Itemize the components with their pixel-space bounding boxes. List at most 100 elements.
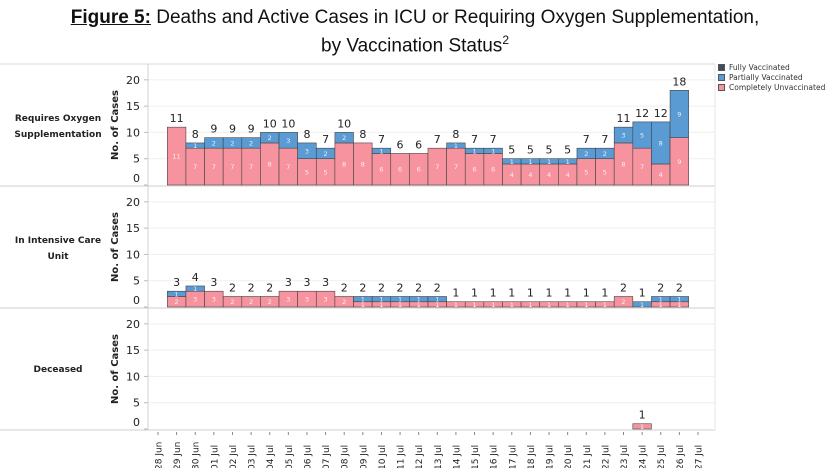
- total-label: 1: [490, 287, 497, 300]
- segment-label: 1: [398, 301, 402, 309]
- figure-number: Figure 5:: [70, 7, 151, 28]
- segment-label: 1: [417, 301, 421, 309]
- y-tick-label: 5: [133, 275, 140, 288]
- total-label: 7: [601, 133, 608, 146]
- segment-label: 3: [305, 147, 309, 155]
- segment-label: 2: [621, 298, 625, 306]
- segment-label: 4: [659, 171, 663, 179]
- total-label: 5: [546, 144, 553, 157]
- legend-label: Partially Vaccinated: [729, 72, 803, 82]
- segment-label: 1: [379, 147, 383, 155]
- bar-segment: [632, 423, 652, 430]
- y-tick-label: 15: [126, 344, 140, 357]
- segment-label: 5: [603, 168, 607, 176]
- segment-label: 1: [547, 301, 551, 309]
- total-label: 6: [397, 138, 404, 151]
- segment-label: 5: [324, 168, 328, 176]
- total-label: 1: [471, 287, 478, 300]
- segment-label: 1: [510, 158, 514, 166]
- segment-label: 1: [659, 296, 663, 304]
- panel-label: Requires Oxygen: [15, 114, 101, 124]
- legend-item-partially-vaccinated[interactable]: Partially Vaccinated: [718, 72, 825, 82]
- segment-label: 8: [659, 139, 663, 147]
- x-tick-label: 17 Jul: [508, 445, 518, 468]
- total-label: 10: [263, 117, 277, 130]
- bar-segment: [446, 142, 466, 149]
- segment-label: 1: [677, 301, 681, 309]
- y-tick-label: 0: [133, 416, 140, 429]
- segment-label: 7: [212, 163, 216, 171]
- segment-label: 2: [268, 298, 272, 306]
- total-label: 7: [490, 133, 497, 146]
- total-label: 1: [527, 287, 534, 300]
- bar-segment: [483, 147, 503, 154]
- legend: Fully Vaccinated Partially Vaccinated Co…: [718, 62, 825, 92]
- segment-label: 1: [491, 147, 495, 155]
- x-tick-label: 24 Jul: [639, 445, 649, 468]
- segment-label: 1: [175, 290, 179, 298]
- x-tick-label: 09 Jul: [359, 445, 369, 468]
- segment-label: 4: [547, 171, 551, 179]
- legend-item-completely-unvaccinated[interactable]: Completely Unvaccinated: [718, 82, 825, 92]
- x-tick-label: 12 Jul: [415, 445, 425, 468]
- segment-label: 4: [510, 171, 514, 179]
- segment-label: 1: [361, 296, 365, 304]
- segment-label: 1: [566, 301, 570, 309]
- total-label: 2: [359, 281, 366, 294]
- total-label: 3: [303, 276, 310, 289]
- segment-label: 2: [342, 298, 346, 306]
- segment-label: 1: [659, 301, 663, 309]
- total-label: 7: [434, 133, 441, 146]
- panel-label: Deceased: [34, 365, 83, 375]
- legend-swatch-completely-unvaccinated: [718, 83, 725, 91]
- segment-label: 11: [172, 153, 180, 161]
- x-tick-label: 20 Jul: [564, 445, 574, 468]
- x-tick-label: 04 Jul: [266, 445, 276, 468]
- legend-item-fully-vaccinated[interactable]: Fully Vaccinated: [718, 62, 825, 72]
- segment-label: 7: [640, 163, 644, 171]
- segment-label: 1: [193, 285, 197, 293]
- total-label: 3: [285, 276, 292, 289]
- total-label: 1: [639, 287, 646, 300]
- segment-label: 3: [305, 296, 309, 304]
- segment-label: 7: [454, 163, 458, 171]
- total-label: 9: [210, 123, 217, 136]
- segment-label: 1: [472, 147, 476, 155]
- segment-label: 2: [249, 139, 253, 147]
- segment-label: 1: [454, 142, 458, 150]
- legend-swatch-fully-vaccinated: [718, 63, 725, 71]
- segment-label: 2: [342, 134, 346, 142]
- segment-label: 8: [342, 160, 346, 168]
- segment-label: 7: [230, 163, 234, 171]
- segment-label: 2: [212, 139, 216, 147]
- x-tick-label: 22 Jul: [601, 445, 611, 468]
- segment-label: 7: [286, 163, 290, 171]
- total-label: 2: [676, 281, 683, 294]
- segment-label: 7: [193, 163, 197, 171]
- segment-label: 1: [491, 301, 495, 309]
- bar-segment: [334, 132, 354, 144]
- y-tick-label: 10: [126, 126, 140, 139]
- x-tick-label: 06 Jul: [303, 445, 313, 468]
- x-tick-label: 05 Jul: [285, 445, 295, 468]
- total-label: 7: [583, 133, 590, 146]
- x-tick-label: 07 Jul: [322, 445, 332, 468]
- title-line-2: by Vaccination Status2: [0, 29, 830, 57]
- x-tick-label: 23 Jul: [620, 445, 630, 468]
- total-label: 12: [635, 107, 649, 120]
- bar-segment: [669, 90, 689, 138]
- segment-label: 4: [566, 171, 570, 179]
- y-axis-title: No. of Cases: [110, 90, 121, 160]
- segment-label: 3: [621, 132, 625, 140]
- segment-label: 1: [677, 296, 681, 304]
- segment-label: 5: [584, 168, 588, 176]
- y-tick-label: 15: [126, 222, 140, 235]
- segment-label: 3: [212, 296, 216, 304]
- x-tick-label: 26 Jul: [676, 445, 686, 468]
- y-tick-label: 10: [126, 370, 140, 383]
- y-tick-label: 5: [133, 397, 140, 410]
- total-label: 8: [303, 128, 310, 141]
- total-label: 12: [654, 107, 668, 120]
- title-superscript: 2: [502, 33, 509, 47]
